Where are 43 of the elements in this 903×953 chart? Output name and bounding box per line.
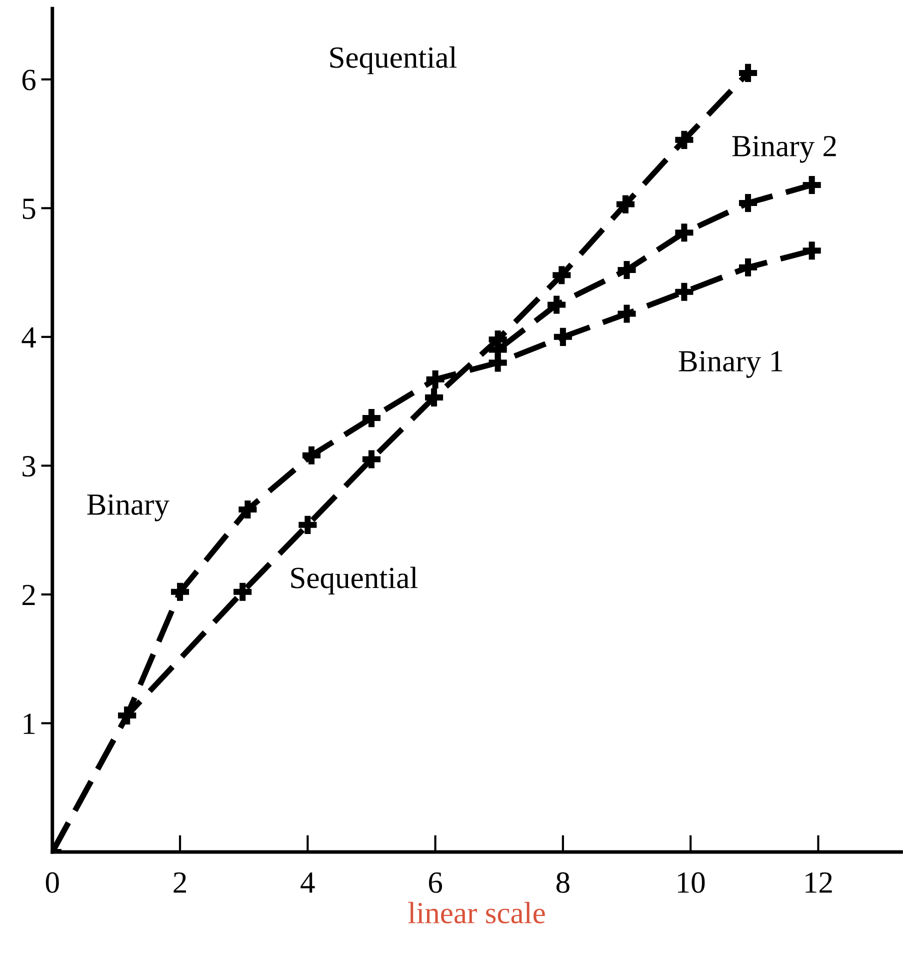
point [618, 260, 636, 279]
y-tick-label: 5 [22, 198, 36, 220]
x-tick-label: 12 [806, 872, 832, 893]
point [552, 266, 571, 284]
point [738, 64, 758, 82]
annotation: Binary [87, 494, 170, 522]
point [554, 328, 572, 346]
point [426, 370, 444, 388]
x-tick-label: 4 [300, 872, 315, 893]
point [362, 450, 381, 468]
y-tick-label: 4 [22, 327, 36, 348]
point [234, 582, 252, 601]
point [548, 296, 566, 314]
point [738, 194, 758, 212]
point [362, 409, 381, 428]
y-tick-label: 2 [22, 584, 35, 606]
point [675, 282, 694, 301]
y-tick-label: 6 [22, 70, 36, 90]
point [802, 242, 821, 260]
point [618, 304, 636, 323]
point [424, 388, 444, 406]
point [238, 500, 257, 518]
point [802, 176, 821, 194]
point [302, 446, 321, 464]
x-tick-label: 10 [678, 872, 705, 893]
y-tick-label: 1 [24, 714, 35, 734]
x-tick-label: 2 [174, 872, 186, 893]
point [675, 130, 694, 149]
x-tick-label: 8 [556, 872, 570, 893]
point [298, 516, 317, 534]
x-tick-label: 6 [428, 872, 442, 893]
point [488, 340, 507, 359]
x-axis-title: linear scale [408, 902, 545, 924]
point [170, 582, 190, 601]
point [738, 258, 758, 276]
annotation: Sequential [330, 46, 457, 74]
annotation: Binary 1 [678, 351, 782, 378]
x-tick-label: 0 [46, 872, 59, 893]
point [616, 195, 635, 214]
annotation: Binary 2 [732, 136, 836, 163]
point [675, 224, 694, 242]
annotation: Sequential [291, 566, 418, 595]
y-tick-label: 3 [22, 456, 36, 477]
